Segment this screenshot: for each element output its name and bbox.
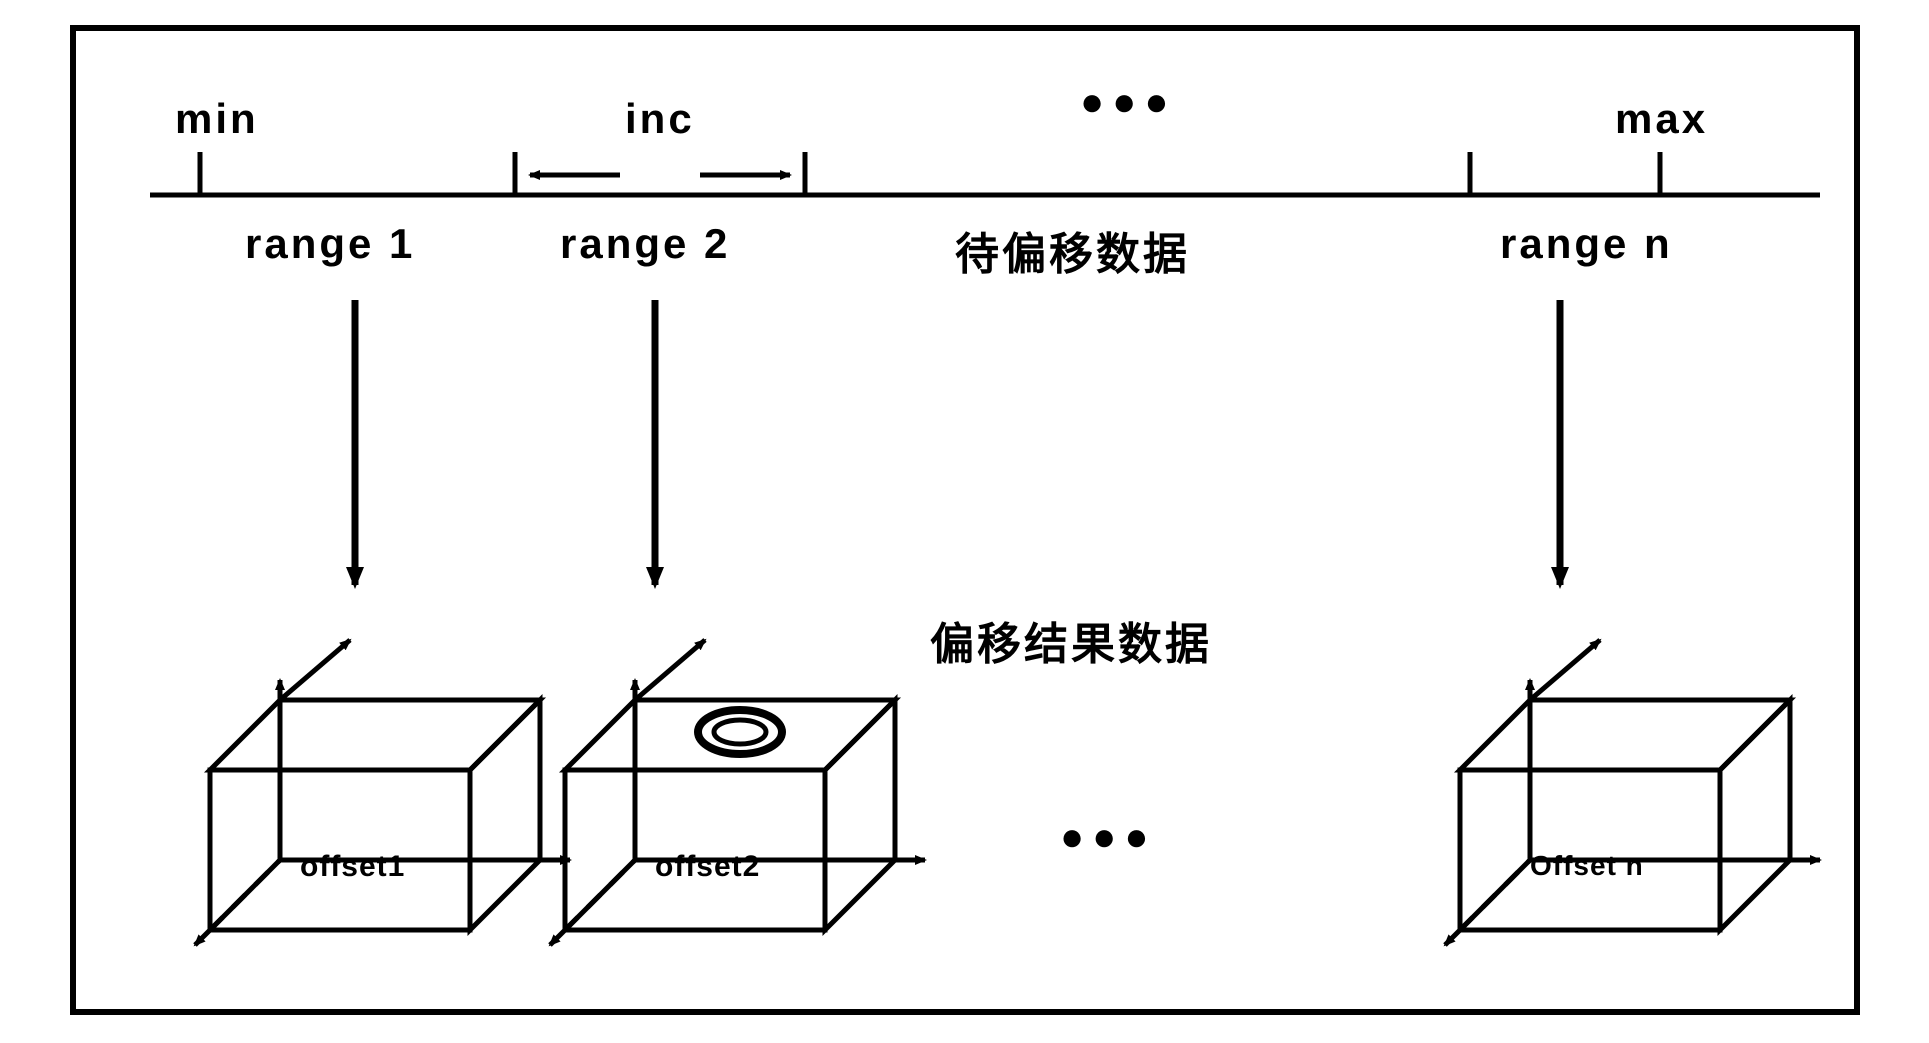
label-offset1: offset1 <box>300 850 405 884</box>
label-offset2: offset2 <box>655 850 760 884</box>
label-data-to-offset: 待偏移数据 <box>955 218 1190 282</box>
label-rangen: range n <box>1500 220 1673 268</box>
label-offsetn: Offset n <box>1530 850 1644 882</box>
label-offset-result: 偏移结果数据 <box>930 608 1212 672</box>
ellipsis-bottom: ●●● <box>1060 815 1156 860</box>
label-range1: range 1 <box>245 220 415 268</box>
label-range2: range 2 <box>560 220 730 268</box>
label-min: min <box>175 95 259 143</box>
label-max: max <box>1615 95 1708 143</box>
label-inc: inc <box>625 95 695 143</box>
ellipsis-top: ●●● <box>1080 80 1176 125</box>
